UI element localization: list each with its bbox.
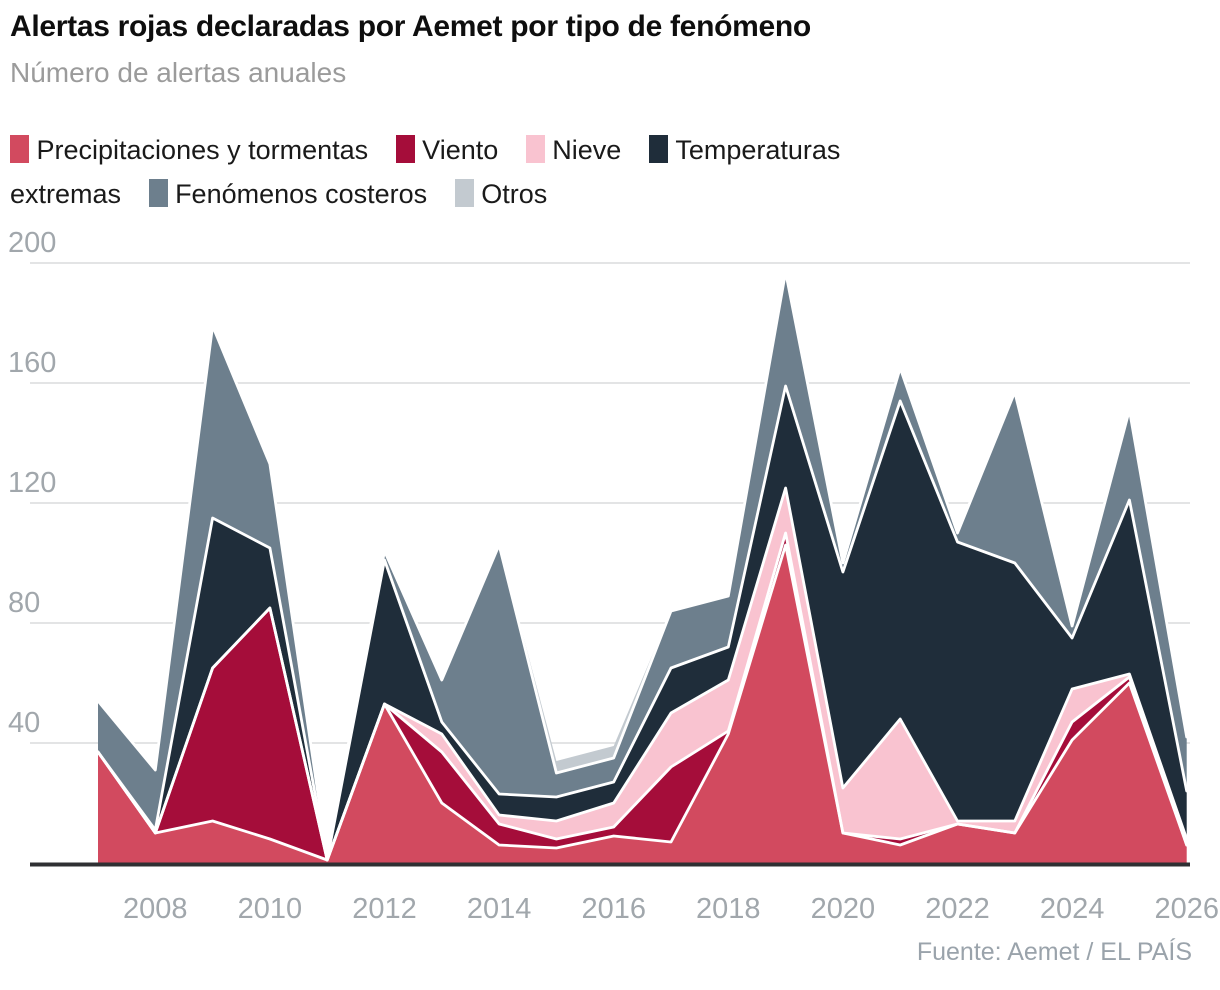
x-tick-label: 2022 bbox=[925, 893, 990, 925]
chart-header: Alertas rojas declaradas por Aemet por t… bbox=[10, 10, 1210, 89]
legend-swatch-icon bbox=[648, 135, 668, 163]
y-tick-label: 200 bbox=[8, 227, 56, 259]
legend-item-1: Viento bbox=[395, 135, 519, 165]
legend-item-2: Nieve bbox=[525, 135, 642, 165]
legend-label: Precipitaciones y tormentas bbox=[29, 135, 369, 165]
y-tick-label: 120 bbox=[8, 467, 56, 499]
x-tick-label: 2018 bbox=[696, 893, 761, 925]
chart-legend: Precipitaciones y tormentas Viento Nieve… bbox=[10, 128, 955, 216]
x-tick-label: 2014 bbox=[467, 893, 532, 925]
legend-label: Otros bbox=[473, 179, 548, 209]
band-borders bbox=[96, 270, 1189, 862]
legend-swatch-icon bbox=[525, 135, 545, 163]
legend-label: Fenómenos costeros bbox=[167, 179, 428, 209]
legend-item-4: Fenómenos costeros bbox=[148, 179, 448, 209]
legend-swatch-icon bbox=[395, 135, 415, 163]
x-tick-label: 2024 bbox=[1040, 893, 1105, 925]
x-tick-label: 2016 bbox=[581, 893, 646, 925]
x-tick-label: 2012 bbox=[352, 893, 417, 925]
y-axis-labels: 40 80 120 160 200 bbox=[8, 227, 56, 739]
area-bands bbox=[98, 272, 1187, 863]
area-nieve bbox=[98, 488, 1187, 860]
area-precipitaciones-y-tormentas bbox=[98, 545, 1187, 863]
chart-subtitle: Número de alertas anuales bbox=[10, 57, 347, 88]
legend-item-5: Otros bbox=[454, 179, 568, 209]
y-tick-label: 80 bbox=[8, 587, 40, 619]
legend-item-0: Precipitaciones y tormentas bbox=[10, 135, 388, 165]
legend-swatch-icon bbox=[10, 135, 29, 163]
page-title: Alertas rojas declaradas por Aemet por t… bbox=[10, 10, 811, 43]
legend-label: Viento bbox=[414, 135, 499, 165]
y-tick-label: 40 bbox=[8, 707, 40, 739]
legend-swatch-icon bbox=[148, 179, 168, 207]
y-tick-label: 160 bbox=[8, 347, 56, 379]
x-tick-label: 2010 bbox=[238, 893, 303, 925]
x-tick-label: 2026 bbox=[1154, 893, 1219, 925]
x-tick-label: 2020 bbox=[811, 893, 876, 925]
source-note: Fuente: Aemet / EL PAÍS bbox=[916, 938, 1192, 966]
x-axis-labels: 2008 2010 2012 2014 2016 2018 2020 2022 2024 2026 bbox=[123, 893, 1219, 925]
x-tick-label: 2008 bbox=[123, 893, 188, 925]
area-fen-menos-costeros bbox=[98, 272, 1187, 860]
legend-label: Nieve bbox=[544, 135, 622, 165]
legend-label: Temperaturas extremas bbox=[10, 135, 841, 209]
legend-swatch-icon bbox=[454, 179, 474, 207]
legend-item-3: Temperaturas extremas bbox=[10, 135, 840, 209]
